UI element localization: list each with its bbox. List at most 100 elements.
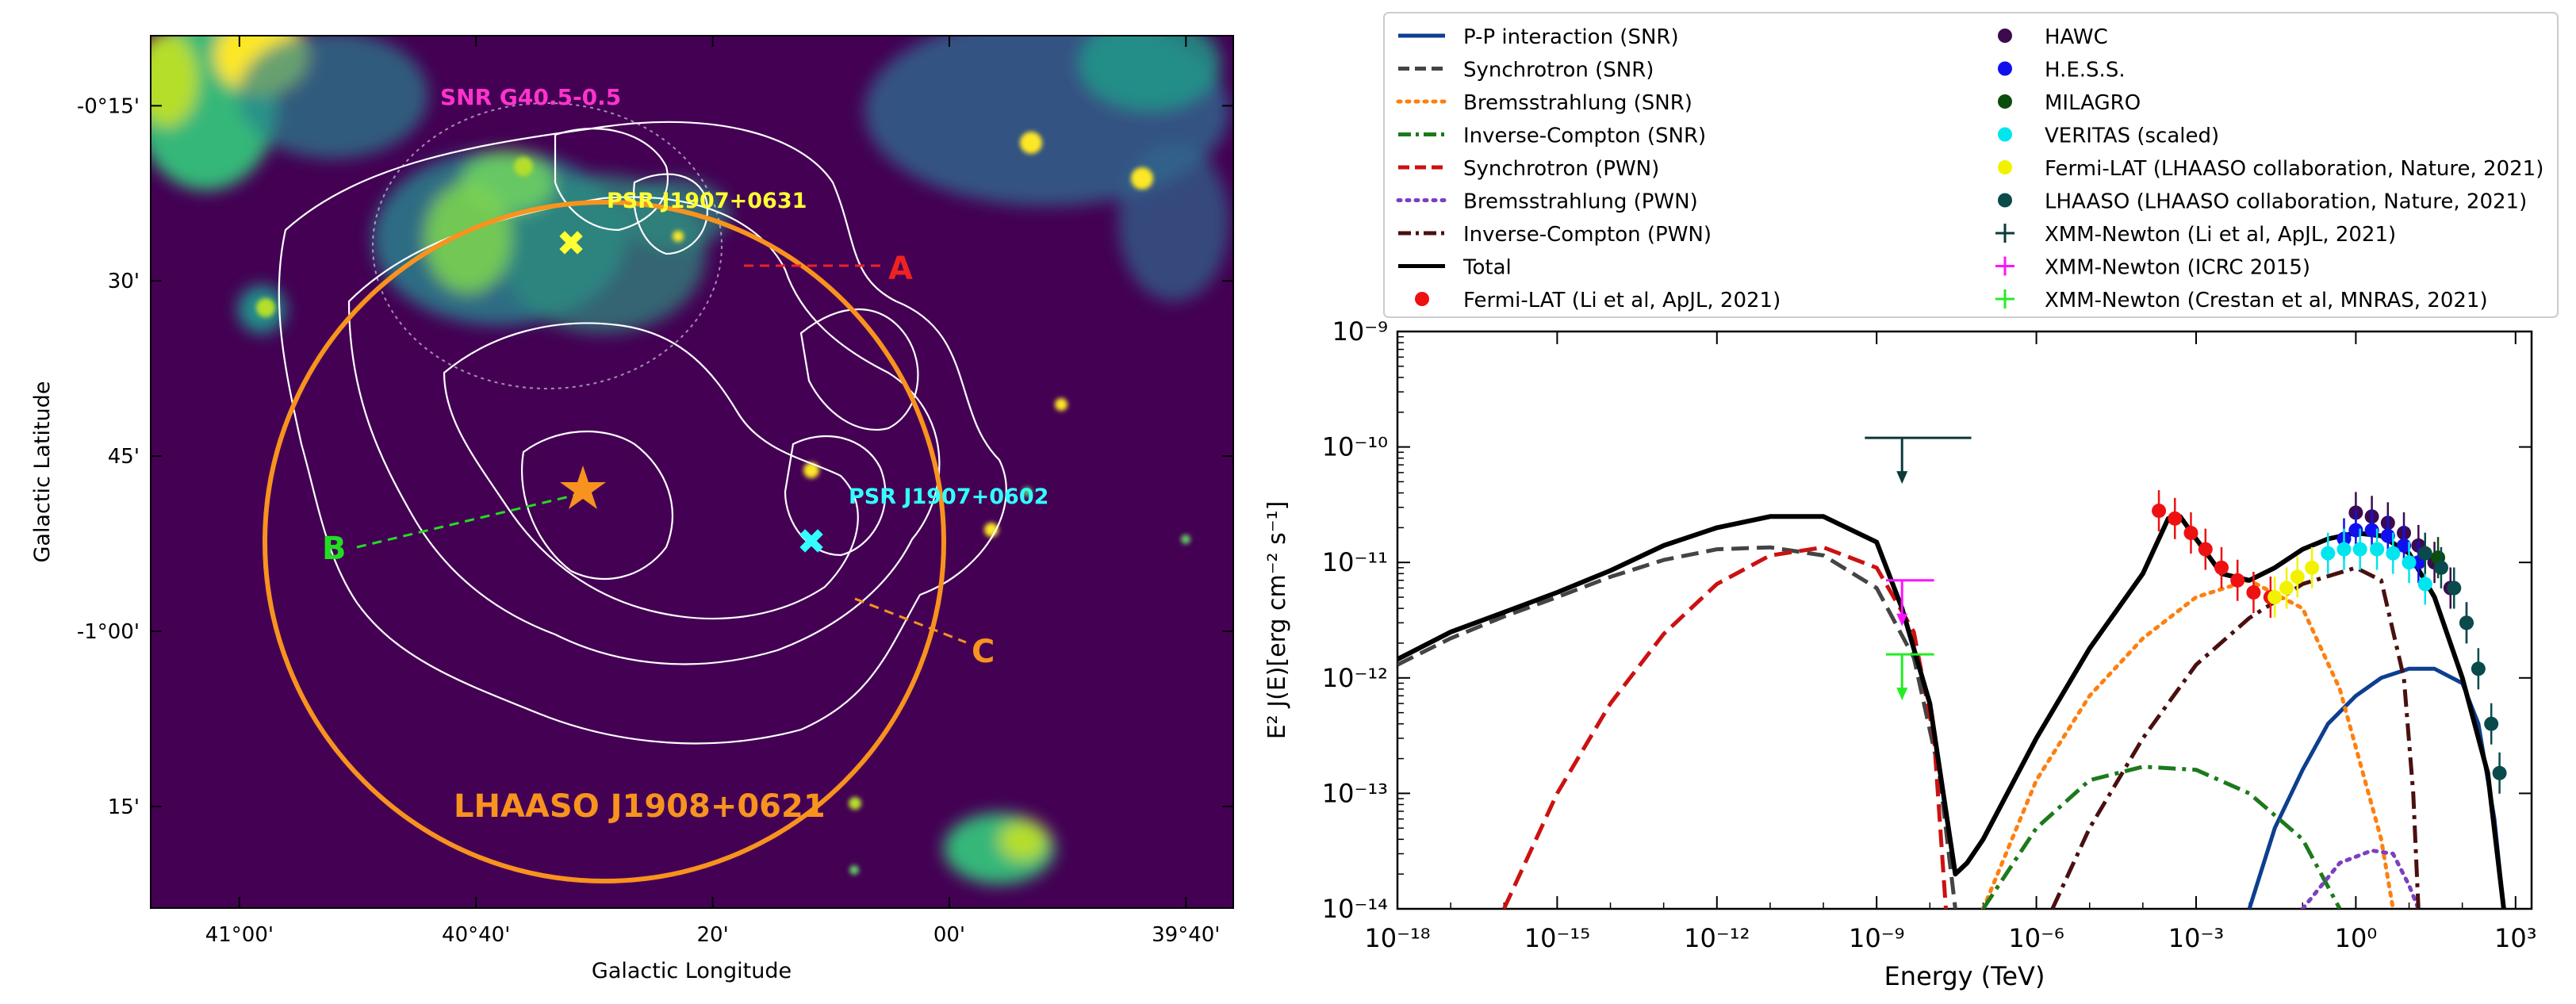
sed-data-point-5	[2386, 546, 2401, 561]
line-b	[356, 492, 584, 549]
sed-upper-limit-arrow-icon	[1896, 613, 1908, 627]
sed-data-point-1	[2290, 569, 2305, 584]
sed-data-point-0	[2183, 526, 2198, 541]
sed-y-axis-label: E² J(E)[erg cm⁻² s⁻¹]	[1263, 501, 1291, 740]
sed-x-tick-label: 10⁻⁹	[1849, 923, 1904, 953]
sky-map-y-tick-label: -1°00'	[77, 620, 140, 644]
sed-y-tick-label: 10⁻¹⁴	[1322, 894, 1388, 924]
sed-data-point-1	[2279, 581, 2294, 596]
legend-label: Bremsstrahlung (PWN)	[1463, 190, 1698, 214]
sky-map-panel: ✖ ✖ SNR G40.5-0.5 PSR J1907+0631 PSR J19…	[30, 35, 1234, 983]
sed-x-tick-label: 10³	[2494, 923, 2537, 953]
sed-data-point-6	[2417, 546, 2432, 561]
legend-box	[1383, 12, 2559, 318]
legend-marker-icon	[1998, 160, 2012, 174]
sed-y-tick-label: 10⁻¹²	[1322, 663, 1388, 693]
legend-marker-icon	[1415, 292, 1429, 306]
legend-label: Fermi-LAT (Li et al, ApJL, 2021)	[1463, 289, 1781, 312]
legend-label: XMM-Newton (Crestan et al, MNRAS, 2021)	[2045, 289, 2488, 312]
sed-data-point-0	[2198, 542, 2213, 557]
sed-data-point-5	[2402, 555, 2417, 570]
sed-series-line-6	[2050, 565, 2421, 909]
sed-series-line-1	[1397, 545, 1957, 909]
sed-x-axis-label: Energy (TeV)	[1884, 961, 2045, 991]
sed-data-point-5	[2417, 577, 2432, 592]
lhaaso-source-label: LHAASO J1908+0621	[454, 788, 826, 825]
sky-map-x-tick-label: 20'	[697, 923, 729, 947]
legend-marker-icon	[1998, 127, 2012, 142]
legend-marker-icon	[1998, 193, 2012, 208]
sed-panel: 10⁻¹⁸ 10⁻¹⁵ 10⁻¹² 10⁻⁹ 10⁻⁶ 10⁻³ 10⁰ 10³ 10⁻¹⁴ 10…	[1263, 12, 2559, 991]
legend-label: VERITAS (scaled)	[2045, 125, 2219, 148]
legend-label: Bremsstrahlung (SNR)	[1463, 91, 1692, 115]
tev-contours	[278, 121, 1007, 745]
sky-map-x-tick-label: 00'	[933, 923, 965, 947]
sed-y-tick-label: 10⁻¹¹	[1322, 547, 1388, 577]
sed-axes: 10⁻¹⁸ 10⁻¹⁵ 10⁻¹² 10⁻⁹ 10⁻⁶ 10⁻³ 10⁰ 10³ 10⁻¹⁴ 10…	[1322, 316, 2537, 953]
sky-map-axes: 41°00' 40°40' 20' 00' 39°40' -0°15' 30' 45' -1°0…	[77, 36, 1233, 947]
sed-data-point-6	[2459, 615, 2474, 630]
sky-map-x-tick-label: 40°40'	[442, 923, 510, 947]
legend-label: P-P interaction (SNR)	[1463, 25, 1679, 49]
sed-data-point-0	[2230, 573, 2245, 588]
legend-label: XMM-Newton (ICRC 2015)	[2045, 256, 2310, 280]
sky-map-y-tick-label: -0°15'	[77, 94, 140, 118]
sed-data-point-5	[2336, 542, 2352, 557]
legend: P-P interaction (SNR) Synchrotron (SNR) Br…	[1396, 25, 2543, 312]
sed-data-point-6	[2447, 581, 2462, 596]
sed-data-point-6	[2471, 661, 2486, 676]
legend-label: LHAASO (LHAASO collaboration, Nature, 20…	[2045, 190, 2527, 214]
lhaaso-centroid-star-icon	[560, 466, 606, 509]
legend-label: Fermi-LAT (LHAASO collaboration, Nature,…	[2045, 157, 2543, 181]
sed-data-point-0	[2214, 560, 2229, 575]
sky-map-frame	[150, 35, 1234, 909]
sed-upper-limit-arrow-icon	[1896, 471, 1908, 485]
legend-marker-icon	[1998, 94, 2012, 109]
snr-outline	[372, 102, 723, 389]
lhaaso-source-circle	[263, 200, 946, 883]
sed-x-tick-label: 10⁻⁶	[2008, 923, 2064, 953]
legend-label: XMM-Newton (Li et al, ApJL, 2021)	[2045, 223, 2396, 247]
sed-data-point-6	[2433, 560, 2448, 575]
legend-label: HAWC	[2045, 25, 2108, 49]
legend-label: Synchrotron (SNR)	[1463, 59, 1654, 82]
sed-x-tick-label: 10⁰	[2335, 923, 2378, 953]
psr1-label: PSR J1907+0631	[607, 189, 807, 213]
legend-label: MILAGRO	[2045, 91, 2141, 115]
sed-data-point-0	[2246, 585, 2261, 600]
sed-data-point-0	[2152, 504, 2167, 519]
label-a: A	[888, 251, 913, 287]
legend-label: Synchrotron (PWN)	[1463, 157, 1659, 181]
sed-data-point-6	[2484, 716, 2499, 731]
sky-map-y-tick-label: 15'	[108, 795, 140, 819]
legend-label: H.E.S.S.	[2045, 59, 2126, 82]
sed-data-point-5	[2321, 546, 2336, 561]
psr2-cross-icon: ✖	[797, 522, 826, 562]
sed-y-tick-label: 10⁻¹⁰	[1322, 432, 1388, 462]
label-b: B	[322, 531, 347, 567]
legend-marker-icon	[1998, 29, 2012, 43]
sed-data-points	[2152, 490, 2507, 794]
label-c: C	[972, 634, 995, 670]
legend-label: Total	[1462, 256, 1512, 280]
sed-x-tick-label: 10⁻¹⁵	[1524, 923, 1590, 953]
sky-map-x-tick-label: 41°00'	[205, 923, 274, 947]
sky-map-y-axis-label: Galactic Latitude	[30, 381, 55, 563]
snr-label: SNR G40.5-0.5	[440, 84, 621, 110]
psr1-cross-icon: ✖	[557, 224, 586, 264]
sed-x-tick-label: 10⁻¹⁸	[1364, 923, 1430, 953]
sed-data-point-5	[2370, 542, 2385, 557]
sed-upper-limits	[1865, 436, 1972, 701]
legend-label: Inverse-Compton (SNR)	[1463, 125, 1706, 148]
sed-x-tick-label: 10⁻¹²	[1684, 923, 1750, 953]
sed-data-point-0	[2168, 511, 2183, 526]
sky-map-x-axis-label: Galactic Longitude	[592, 959, 792, 983]
sed-data-point-1	[2305, 560, 2320, 575]
sky-map-y-tick-label: 30'	[108, 270, 140, 293]
sed-data-point-3	[2364, 523, 2379, 538]
sed-data-point-5	[2352, 542, 2367, 557]
sed-y-tick-label: 10⁻⁹	[1332, 316, 1388, 347]
sed-data-point-6	[2492, 765, 2507, 780]
sky-map-y-tick-label: 45'	[108, 445, 140, 469]
